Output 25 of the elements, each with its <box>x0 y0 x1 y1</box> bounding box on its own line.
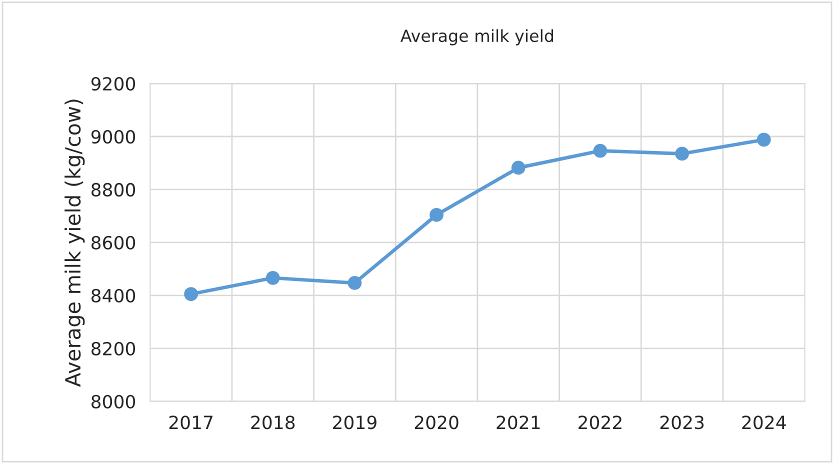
point <box>348 276 362 290</box>
x-tick-label: 2017 <box>169 416 212 430</box>
y-tick-label: 9000 <box>91 130 136 144</box>
x-tick-label: 2020 <box>414 416 458 430</box>
y-tick-label: 9200 <box>91 76 136 91</box>
point <box>675 146 689 161</box>
point <box>184 287 198 302</box>
x-tick-label: 2022 <box>578 416 622 430</box>
point <box>266 270 280 285</box>
chart-title: Average milk yield <box>400 29 554 46</box>
point <box>593 144 608 158</box>
y-tick-label: 8200 <box>92 342 136 356</box>
point <box>430 208 444 222</box>
x-tick-label: 2023 <box>660 416 704 430</box>
y-tick-label: 8800 <box>92 182 136 197</box>
x-tick-label: 2018 <box>251 416 295 430</box>
y-axis-title: Average milk yield (kg/cow) <box>64 100 85 387</box>
y-tick-label: 8000 <box>92 394 136 408</box>
point <box>756 132 771 147</box>
x-tick-label: 2021 <box>496 416 540 430</box>
x-tick-label: 2024 <box>742 416 786 430</box>
y-tick-label: 8600 <box>92 236 136 250</box>
y-tick-label: 8400 <box>92 288 136 303</box>
x-tick-label: 2019 <box>333 416 376 430</box>
point <box>511 160 526 175</box>
